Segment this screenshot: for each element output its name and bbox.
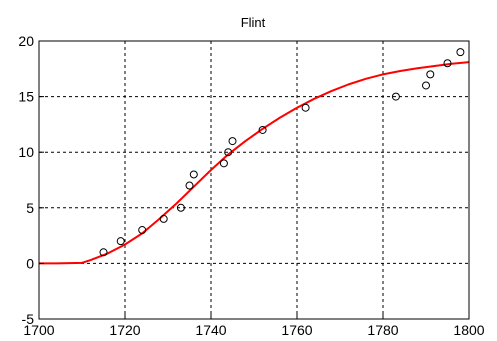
- data-point: [443, 59, 452, 68]
- data-point: [258, 125, 267, 134]
- data-point: [185, 181, 194, 190]
- grid: [39, 41, 469, 319]
- x-tick-label: 1800: [453, 322, 484, 338]
- y-tick-label: -5: [22, 311, 35, 327]
- data-point: [224, 148, 233, 157]
- data-point: [219, 159, 228, 168]
- y-tick-label: 5: [26, 200, 34, 216]
- data-point: [301, 103, 310, 112]
- x-tick-label: 1780: [367, 322, 398, 338]
- data-point: [116, 237, 125, 246]
- y-tick-label: 15: [18, 89, 34, 105]
- data-point: [138, 226, 147, 235]
- x-tick-label: 1720: [109, 322, 140, 338]
- data-points: [99, 48, 465, 257]
- data-point: [159, 214, 168, 223]
- data-point: [426, 70, 435, 79]
- x-tick-label: 1760: [281, 322, 312, 338]
- data-point: [176, 203, 185, 212]
- axis-ticks: 1700 1720 1740 1760 1780 1800 -5 0 5 10 15 20: [18, 33, 484, 338]
- data-point: [99, 248, 108, 257]
- plot-frame: [38, 40, 470, 320]
- y-tick-label: 0: [26, 255, 34, 271]
- x-tick-label: 1700: [23, 322, 54, 338]
- data-point: [228, 137, 237, 146]
- y-tick-label: 20: [18, 33, 34, 49]
- chart-title: Flint: [241, 15, 266, 30]
- data-point: [391, 92, 400, 101]
- data-point: [456, 48, 465, 57]
- fit-curve-layer: [39, 61, 470, 265]
- data-point: [189, 170, 198, 179]
- fit-curve: [39, 61, 470, 265]
- y-tick-label: 10: [18, 144, 34, 160]
- data-point: [422, 81, 430, 90]
- x-tick-label: 1740: [195, 322, 226, 338]
